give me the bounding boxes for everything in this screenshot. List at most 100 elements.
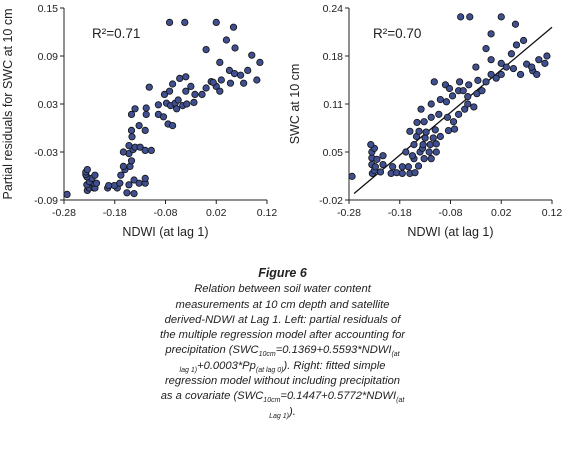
left-data-point bbox=[128, 133, 136, 141]
right-data-point bbox=[398, 169, 406, 178]
left-data-point bbox=[127, 126, 136, 134]
right-data-point bbox=[411, 169, 419, 177]
left-data-point bbox=[244, 66, 252, 75]
left-data-point bbox=[191, 90, 199, 99]
right-x-tick-label: -0.08 bbox=[439, 207, 463, 219]
left-data-point bbox=[136, 143, 144, 151]
right-data-point bbox=[398, 163, 406, 171]
right-y-tick-label: 0.18 bbox=[323, 51, 344, 63]
right-y-tick-label: 0.24 bbox=[323, 3, 344, 15]
right-data-point bbox=[487, 30, 495, 38]
left-data-point bbox=[226, 79, 235, 87]
left-data-point bbox=[237, 71, 245, 79]
left-data-point bbox=[198, 90, 206, 99]
right-data-point bbox=[448, 92, 457, 100]
right-data-point bbox=[376, 168, 385, 176]
caption-text-5: =0.1447+0.5772*NDWI bbox=[280, 390, 397, 403]
left-data-point bbox=[130, 190, 138, 198]
right-data-point bbox=[461, 105, 469, 113]
right-x-tick-label: -0.28 bbox=[337, 207, 361, 219]
right-data-point bbox=[464, 100, 472, 108]
caption-sub-2: (at lag 1) bbox=[179, 351, 400, 374]
right-data-point bbox=[415, 127, 423, 135]
left-data-point bbox=[142, 110, 150, 119]
right-data-point bbox=[435, 110, 443, 118]
right-data-point bbox=[427, 100, 435, 108]
right-data-point bbox=[478, 87, 486, 95]
right-data-point bbox=[420, 155, 428, 163]
left-data-point bbox=[63, 190, 71, 198]
left-data-point bbox=[119, 148, 127, 156]
left-data-point bbox=[125, 181, 133, 189]
left-data-point bbox=[141, 174, 149, 182]
right-data-point bbox=[474, 76, 482, 84]
right-data-point bbox=[367, 141, 375, 149]
caption-text-6: ). bbox=[289, 405, 296, 418]
caption-text-2: =0.1369+0.5593*NDWI bbox=[275, 344, 392, 357]
left-data-point bbox=[202, 45, 210, 54]
right-data-point bbox=[404, 163, 412, 171]
caption-text-4: ). Right: fitted simple regression model… bbox=[160, 359, 401, 403]
left-data-point bbox=[147, 146, 155, 154]
left-data-point bbox=[256, 58, 264, 67]
left-data-point bbox=[117, 171, 125, 179]
right-data-point bbox=[511, 20, 520, 28]
left-data-point bbox=[116, 179, 124, 187]
left-y-axis-title: Partial residuals for SWC at 10 cm bbox=[1, 8, 15, 199]
right-r-squared-label: R²=0.70 bbox=[373, 26, 421, 41]
right-data-point bbox=[444, 126, 453, 135]
right-data-point bbox=[408, 152, 417, 160]
right-data-point bbox=[507, 50, 515, 58]
left-data-point bbox=[119, 162, 127, 170]
left-data-point bbox=[145, 83, 153, 91]
left-data-point bbox=[165, 87, 174, 95]
left-data-point bbox=[174, 96, 182, 104]
left-data-point bbox=[216, 87, 224, 95]
right-data-point bbox=[420, 118, 428, 126]
left-data-point bbox=[217, 76, 225, 84]
right-data-point bbox=[497, 13, 505, 21]
right-data-point bbox=[516, 70, 525, 79]
left-data-point bbox=[92, 179, 101, 187]
left-data-point bbox=[127, 157, 136, 165]
right-y-tick-label: 0.11 bbox=[323, 99, 343, 111]
figure-caption: Figure 6 Relation between soil water con… bbox=[160, 266, 405, 420]
right-data-point bbox=[414, 162, 423, 170]
caption-text-3: +0.0003*Pp bbox=[197, 359, 256, 372]
left-data-point bbox=[230, 70, 239, 78]
left-data-point bbox=[182, 73, 190, 81]
left-data-point bbox=[83, 166, 91, 174]
right-data-point bbox=[455, 110, 463, 118]
right-data-point bbox=[528, 63, 536, 71]
left-data-point bbox=[176, 74, 184, 83]
right-data-point bbox=[497, 70, 505, 79]
right-data-point bbox=[432, 140, 440, 148]
right-scatter-chart: -0.28 -0.18 -0.08 0.02 0.12 -0.02 0.05 0.11 0.18… bbox=[288, 3, 562, 239]
right-y-axis-title: SWC at 10 cm bbox=[288, 64, 302, 145]
right-data-point bbox=[422, 128, 430, 136]
left-data-point bbox=[231, 44, 239, 52]
right-data-point bbox=[348, 172, 356, 180]
right-data-point bbox=[535, 56, 543, 64]
left-data-point bbox=[209, 78, 217, 87]
right-data-point bbox=[371, 163, 379, 171]
right-data-point bbox=[421, 134, 429, 142]
right-x-tick-label: -0.18 bbox=[388, 207, 412, 219]
right-data-point bbox=[541, 59, 549, 67]
right-data-point bbox=[426, 141, 434, 149]
right-data-point bbox=[436, 95, 444, 104]
right-data-point bbox=[456, 78, 464, 86]
left-data-point bbox=[125, 142, 133, 150]
left-y-tick-label: 0.03 bbox=[38, 99, 59, 111]
left-x-tick-label: -0.28 bbox=[52, 207, 76, 219]
left-data-point bbox=[142, 104, 150, 112]
right-data-point bbox=[497, 59, 505, 67]
left-scatter-chart: -0.28 -0.18 -0.08 0.02 0.12 -0.09 -0.03 0.03 0.0… bbox=[1, 3, 277, 239]
right-data-point bbox=[442, 98, 451, 106]
right-data-point bbox=[429, 134, 437, 142]
right-data-point bbox=[482, 78, 490, 86]
right-data-point bbox=[413, 118, 421, 127]
right-data-point bbox=[502, 63, 510, 71]
caption-sub-1: 10cm bbox=[258, 351, 276, 359]
left-data-point bbox=[169, 122, 177, 130]
